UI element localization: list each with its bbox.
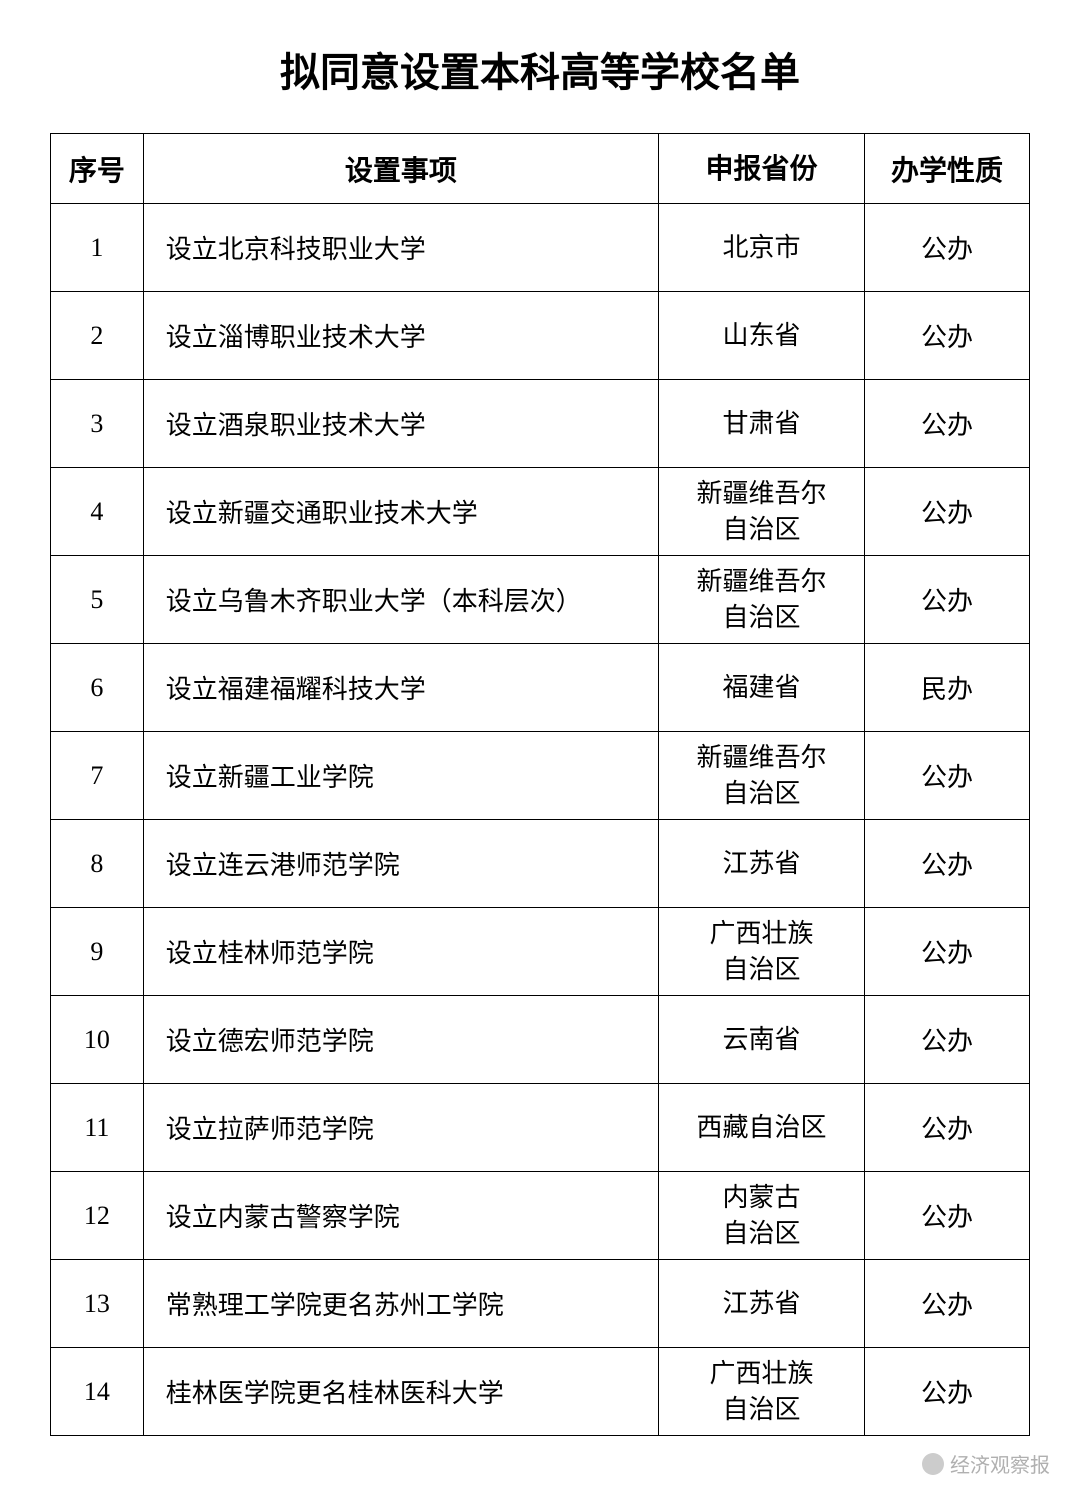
cell-province: 甘肃省 — [658, 380, 864, 468]
cell-seq: 11 — [51, 1084, 144, 1172]
cell-item: 设立内蒙古警察学院 — [143, 1172, 658, 1260]
col-header-seq: 序号 — [51, 134, 144, 204]
cell-nature: 公办 — [865, 380, 1030, 468]
cell-nature: 公办 — [865, 1260, 1030, 1348]
table-row: 13常熟理工学院更名苏州工学院江苏省公办 — [51, 1260, 1030, 1348]
cell-nature: 公办 — [865, 1348, 1030, 1436]
cell-seq: 2 — [51, 292, 144, 380]
watermark-icon — [922, 1453, 944, 1475]
table-row: 12设立内蒙古警察学院内蒙古自治区公办 — [51, 1172, 1030, 1260]
table-row: 4设立新疆交通职业技术大学新疆维吾尔自治区公办 — [51, 468, 1030, 556]
cell-seq: 5 — [51, 556, 144, 644]
cell-seq: 6 — [51, 644, 144, 732]
cell-seq: 13 — [51, 1260, 144, 1348]
cell-item: 设立德宏师范学院 — [143, 996, 658, 1084]
cell-nature: 公办 — [865, 204, 1030, 292]
cell-item: 设立桂林师范学院 — [143, 908, 658, 996]
cell-item: 设立北京科技职业大学 — [143, 204, 658, 292]
cell-item: 设立乌鲁木齐职业大学（本科层次） — [143, 556, 658, 644]
table-row: 11设立拉萨师范学院西藏自治区公办 — [51, 1084, 1030, 1172]
table-header-row: 序号 设置事项 申报省份 办学性质 — [51, 134, 1030, 204]
cell-province: 山东省 — [658, 292, 864, 380]
page-title: 拟同意设置本科高等学校名单 — [50, 40, 1030, 98]
table-row: 14桂林医学院更名桂林医科大学广西壮族自治区公办 — [51, 1348, 1030, 1436]
cell-nature: 民办 — [865, 644, 1030, 732]
watermark: 经济观察报 — [922, 1449, 1050, 1478]
cell-seq: 8 — [51, 820, 144, 908]
cell-item: 设立酒泉职业技术大学 — [143, 380, 658, 468]
cell-seq: 7 — [51, 732, 144, 820]
cell-province: 西藏自治区 — [658, 1084, 864, 1172]
table-row: 5设立乌鲁木齐职业大学（本科层次）新疆维吾尔自治区公办 — [51, 556, 1030, 644]
cell-item: 设立新疆工业学院 — [143, 732, 658, 820]
cell-nature: 公办 — [865, 1084, 1030, 1172]
table-body: 1设立北京科技职业大学北京市公办2设立淄博职业技术大学山东省公办3设立酒泉职业技… — [51, 204, 1030, 1436]
cell-seq: 1 — [51, 204, 144, 292]
cell-province: 新疆维吾尔自治区 — [658, 732, 864, 820]
table-row: 2设立淄博职业技术大学山东省公办 — [51, 292, 1030, 380]
cell-seq: 12 — [51, 1172, 144, 1260]
cell-nature: 公办 — [865, 996, 1030, 1084]
cell-province: 云南省 — [658, 996, 864, 1084]
cell-nature: 公办 — [865, 908, 1030, 996]
cell-nature: 公办 — [865, 732, 1030, 820]
table-row: 1设立北京科技职业大学北京市公办 — [51, 204, 1030, 292]
cell-nature: 公办 — [865, 820, 1030, 908]
cell-province: 广西壮族自治区 — [658, 1348, 864, 1436]
cell-province: 内蒙古自治区 — [658, 1172, 864, 1260]
table-row: 10设立德宏师范学院云南省公办 — [51, 996, 1030, 1084]
cell-province: 广西壮族自治区 — [658, 908, 864, 996]
cell-province: 新疆维吾尔自治区 — [658, 556, 864, 644]
table-row: 8设立连云港师范学院江苏省公办 — [51, 820, 1030, 908]
cell-nature: 公办 — [865, 1172, 1030, 1260]
cell-item: 桂林医学院更名桂林医科大学 — [143, 1348, 658, 1436]
cell-item: 设立淄博职业技术大学 — [143, 292, 658, 380]
col-header-province: 申报省份 — [658, 134, 864, 204]
cell-seq: 14 — [51, 1348, 144, 1436]
cell-seq: 9 — [51, 908, 144, 996]
cell-province: 江苏省 — [658, 1260, 864, 1348]
cell-nature: 公办 — [865, 292, 1030, 380]
table-row: 9设立桂林师范学院广西壮族自治区公办 — [51, 908, 1030, 996]
cell-province: 北京市 — [658, 204, 864, 292]
cell-seq: 3 — [51, 380, 144, 468]
cell-nature: 公办 — [865, 556, 1030, 644]
cell-nature: 公办 — [865, 468, 1030, 556]
cell-item: 设立福建福耀科技大学 — [143, 644, 658, 732]
cell-seq: 10 — [51, 996, 144, 1084]
col-header-nature: 办学性质 — [865, 134, 1030, 204]
cell-province: 新疆维吾尔自治区 — [658, 468, 864, 556]
cell-item: 设立拉萨师范学院 — [143, 1084, 658, 1172]
cell-item: 常熟理工学院更名苏州工学院 — [143, 1260, 658, 1348]
cell-item: 设立连云港师范学院 — [143, 820, 658, 908]
watermark-text: 经济观察报 — [950, 1449, 1050, 1478]
table-row: 3设立酒泉职业技术大学甘肃省公办 — [51, 380, 1030, 468]
table-row: 6设立福建福耀科技大学福建省民办 — [51, 644, 1030, 732]
cell-province: 江苏省 — [658, 820, 864, 908]
col-header-item: 设置事项 — [143, 134, 658, 204]
cell-item: 设立新疆交通职业技术大学 — [143, 468, 658, 556]
cell-seq: 4 — [51, 468, 144, 556]
cell-province: 福建省 — [658, 644, 864, 732]
table-row: 7设立新疆工业学院新疆维吾尔自治区公办 — [51, 732, 1030, 820]
schools-table: 序号 设置事项 申报省份 办学性质 1设立北京科技职业大学北京市公办2设立淄博职… — [50, 133, 1030, 1436]
